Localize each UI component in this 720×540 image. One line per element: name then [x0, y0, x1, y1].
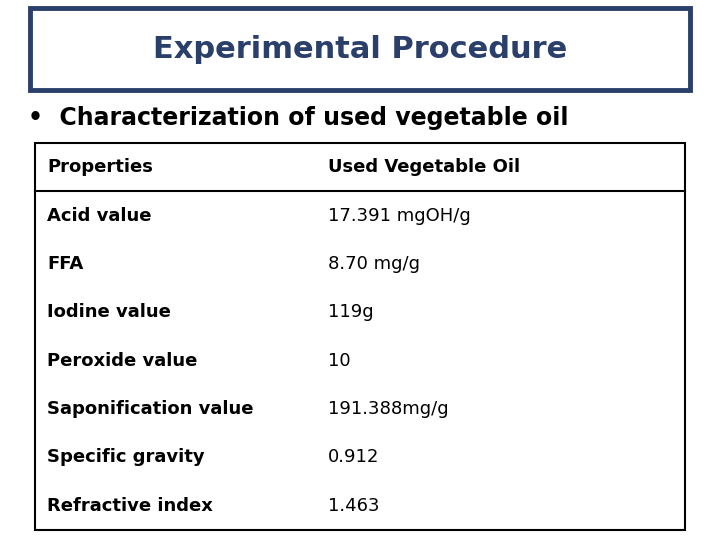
Text: 0.912: 0.912	[328, 448, 379, 467]
Text: Properties: Properties	[47, 158, 153, 176]
Text: Acid value: Acid value	[47, 207, 151, 225]
Text: 10: 10	[328, 352, 351, 370]
Bar	[35, 143, 685, 530]
Bar	[30, 8, 690, 90]
Text: 17.391 mgOH/g: 17.391 mgOH/g	[328, 207, 471, 225]
Text: 191.388mg/g: 191.388mg/g	[328, 400, 449, 418]
Text: 1.463: 1.463	[328, 497, 379, 515]
Text: •  Characterization of used vegetable oil: • Characterization of used vegetable oil	[28, 106, 569, 130]
Text: Peroxide value: Peroxide value	[47, 352, 197, 370]
Text: Refractive index: Refractive index	[47, 497, 213, 515]
Text: 8.70 mg/g: 8.70 mg/g	[328, 255, 420, 273]
Text: Used Vegetable Oil: Used Vegetable Oil	[328, 158, 520, 176]
Text: Specific gravity: Specific gravity	[47, 448, 204, 467]
Text: Experimental Procedure: Experimental Procedure	[153, 35, 567, 64]
Text: Iodine value: Iodine value	[47, 303, 171, 321]
Text: Saponification value: Saponification value	[47, 400, 253, 418]
Text: FFA: FFA	[47, 255, 84, 273]
Text: 119g: 119g	[328, 303, 374, 321]
